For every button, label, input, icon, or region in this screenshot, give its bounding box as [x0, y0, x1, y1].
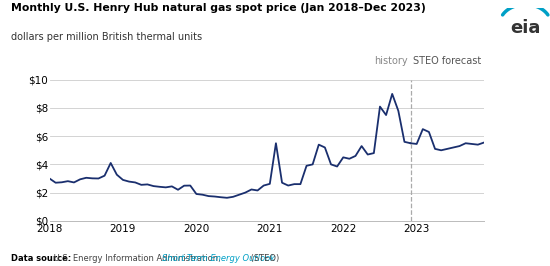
Text: eia: eia	[510, 19, 541, 37]
Text: STEO forecast: STEO forecast	[413, 56, 482, 66]
Text: Monthly U.S. Henry Hub natural gas spot price (Jan 2018–Dec 2023): Monthly U.S. Henry Hub natural gas spot …	[11, 3, 426, 13]
Text: Short-Term Energy Outlook: Short-Term Energy Outlook	[162, 254, 276, 263]
Text: history: history	[374, 56, 408, 66]
Text: U.S. Energy Information Administration,: U.S. Energy Information Administration,	[51, 254, 223, 263]
Text: dollars per million British thermal units: dollars per million British thermal unit…	[11, 32, 202, 42]
Text: Data source:: Data source:	[11, 254, 72, 263]
Text: (STEO): (STEO)	[248, 254, 279, 263]
